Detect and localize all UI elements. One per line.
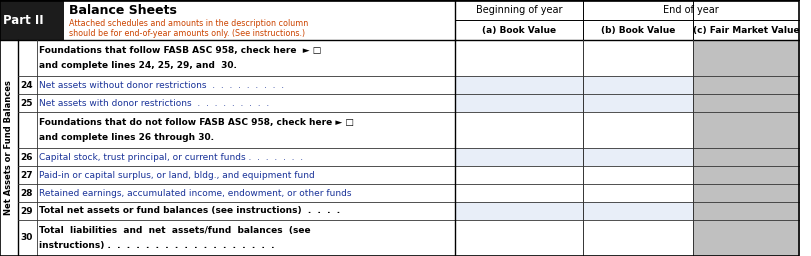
Bar — [693, 148, 800, 166]
Bar — [456, 148, 582, 166]
Bar — [456, 166, 582, 184]
Text: 24: 24 — [21, 80, 33, 90]
Bar — [456, 202, 582, 220]
Bar — [0, 0, 64, 40]
Text: Retained earnings, accumulated income, endowment, or other funds: Retained earnings, accumulated income, e… — [40, 188, 352, 197]
Bar — [693, 0, 800, 20]
Bar — [582, 112, 693, 148]
Bar — [693, 40, 800, 76]
Text: 25: 25 — [21, 99, 33, 108]
Text: End of year: End of year — [663, 5, 719, 15]
Bar — [582, 40, 693, 76]
Bar — [693, 220, 800, 256]
Text: 27: 27 — [21, 170, 33, 179]
Text: Balance Sheets: Balance Sheets — [69, 4, 177, 16]
Text: Beginning of year: Beginning of year — [476, 5, 562, 15]
Bar — [0, 40, 18, 256]
Bar — [693, 112, 800, 148]
Bar — [456, 0, 582, 20]
Bar — [18, 148, 456, 166]
Bar — [18, 166, 456, 184]
Bar — [18, 112, 456, 148]
Bar — [64, 0, 456, 40]
Text: (c) Fair Market Value: (c) Fair Market Value — [693, 26, 800, 35]
Text: 28: 28 — [21, 188, 33, 197]
Text: Attached schedules and amounts in the description column: Attached schedules and amounts in the de… — [69, 18, 308, 27]
Text: Foundations that follow FASB ASC 958, check here  ► □: Foundations that follow FASB ASC 958, ch… — [40, 46, 322, 55]
Text: and complete lines 26 through 30.: and complete lines 26 through 30. — [40, 133, 214, 142]
Text: Capital stock, trust principal, or current funds .  .  .  .  .  .  .: Capital stock, trust principal, or curre… — [40, 153, 303, 162]
Text: Paid-in or capital surplus, or land, bldg., and equipment fund: Paid-in or capital surplus, or land, bld… — [40, 170, 315, 179]
Bar — [0, 0, 65, 40]
Bar — [582, 220, 693, 256]
Text: 29: 29 — [21, 207, 33, 216]
Bar — [456, 112, 582, 148]
Text: (b) Book Value: (b) Book Value — [601, 26, 675, 35]
Bar — [18, 220, 456, 256]
Bar — [18, 202, 456, 220]
Text: instructions) .  .  .  .  .  .  .  .  .  .  .  .  .  .  .  .  .  .: instructions) . . . . . . . . . . . . . … — [40, 241, 275, 250]
Bar — [456, 94, 582, 112]
Bar — [693, 20, 800, 40]
Text: and complete lines 24, 25, 29, and  30.: and complete lines 24, 25, 29, and 30. — [40, 61, 238, 70]
Text: 30: 30 — [21, 233, 33, 242]
Bar — [582, 184, 693, 202]
Bar — [456, 20, 582, 40]
Bar — [582, 202, 693, 220]
Text: Total net assets or fund balances (see instructions)  .  .  .  .: Total net assets or fund balances (see i… — [40, 207, 341, 216]
Bar — [693, 184, 800, 202]
Text: Foundations that do not follow FASB ASC 958, check here ► □: Foundations that do not follow FASB ASC … — [40, 118, 354, 126]
Bar — [693, 94, 800, 112]
Bar — [18, 184, 456, 202]
Bar — [456, 76, 582, 94]
Bar — [693, 76, 800, 94]
Bar — [582, 94, 693, 112]
Bar — [582, 148, 693, 166]
Bar — [582, 0, 693, 20]
Bar — [582, 166, 693, 184]
Text: (a) Book Value: (a) Book Value — [482, 26, 556, 35]
Text: Net assets without donor restrictions  .  .  .  .  .  .  .  .  .: Net assets without donor restrictions . … — [40, 80, 285, 90]
Bar — [18, 40, 456, 76]
Text: should be for end-of-year amounts only. (See instructions.): should be for end-of-year amounts only. … — [69, 28, 305, 37]
Text: Net assets with donor restrictions  .  .  .  .  .  .  .  .  .: Net assets with donor restrictions . . .… — [40, 99, 270, 108]
Bar — [456, 184, 582, 202]
Bar — [18, 76, 456, 94]
Bar — [582, 76, 693, 94]
Bar — [693, 166, 800, 184]
Bar — [582, 20, 693, 40]
Text: 26: 26 — [21, 153, 33, 162]
Bar — [18, 94, 456, 112]
Bar — [456, 220, 582, 256]
Bar — [582, 0, 800, 20]
Text: Total  liabilities  and  net  assets/fund  balances  (see: Total liabilities and net assets/fund ba… — [40, 226, 311, 234]
Text: Part II: Part II — [3, 14, 44, 27]
Text: Net Assets or Fund Balances: Net Assets or Fund Balances — [4, 81, 13, 216]
Bar — [693, 202, 800, 220]
Bar — [456, 40, 582, 76]
